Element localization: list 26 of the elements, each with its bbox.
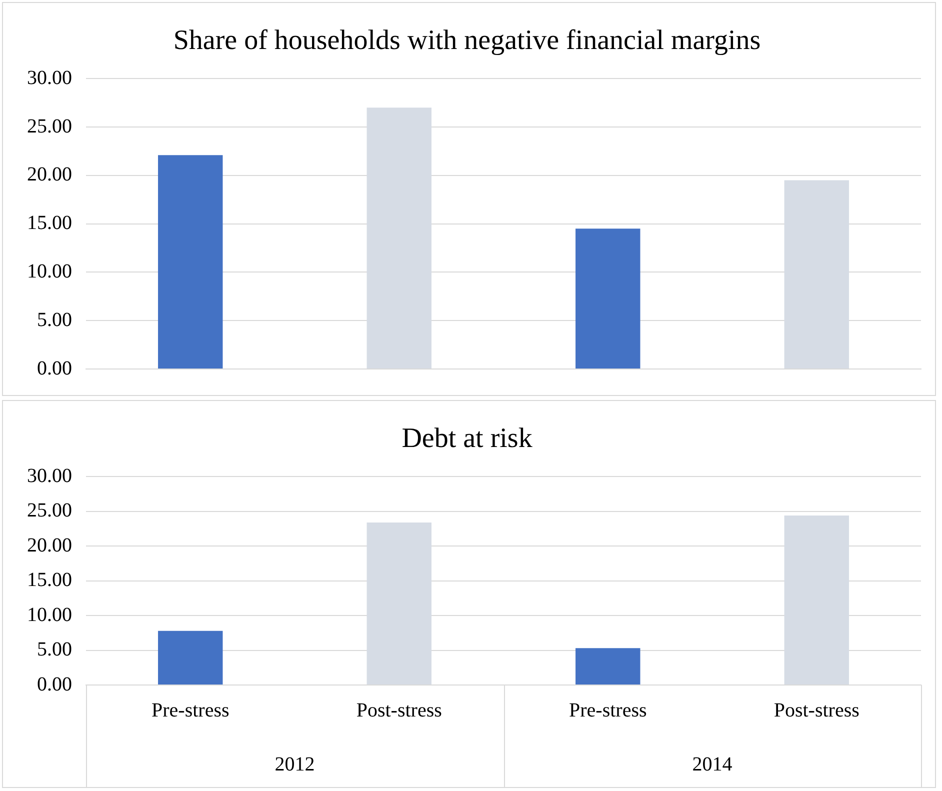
y-tick-label: 0.00 (37, 357, 72, 380)
y-tick-label: 10.00 (27, 604, 72, 626)
x-tick-label: Pre-stress (151, 699, 230, 722)
chart-title: Share of households with negative financial margins (173, 25, 761, 56)
y-tick-label: 15.00 (27, 569, 72, 592)
bar (576, 228, 640, 368)
y-tick-label: 0.00 (37, 673, 72, 696)
bar (576, 648, 640, 684)
x-tick-label: Post-stress (356, 699, 442, 722)
bar (158, 155, 223, 368)
y-tick-label: 5.00 (37, 308, 72, 331)
y-tick-label: 25.00 (27, 115, 72, 138)
y-tick-label: 30.00 (27, 464, 72, 487)
y-tick-label: 15.00 (27, 212, 72, 234)
y-tick-label: 20.00 (27, 534, 72, 556)
y-tick-label: 25.00 (27, 500, 72, 522)
y-tick-label: 10.00 (27, 260, 72, 282)
x-tick-label: Pre-stress (568, 699, 647, 722)
bar (158, 630, 223, 684)
y-tick-label: 20.00 (27, 164, 72, 186)
y-tick-label: 5.00 (37, 638, 72, 661)
chart-title: Debt at risk (402, 423, 532, 454)
y-tick-label: 30.00 (27, 66, 72, 89)
x-tick-label: Post-stress (774, 699, 860, 722)
text: 2014 (692, 753, 732, 776)
text: 2012 (274, 753, 315, 776)
